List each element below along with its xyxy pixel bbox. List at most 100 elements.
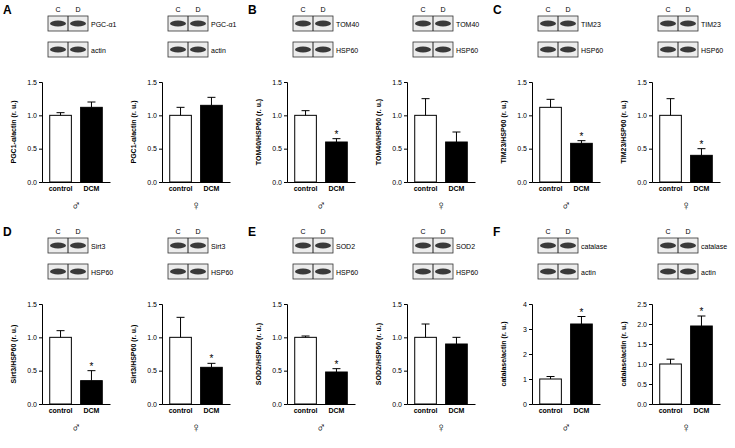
blot-lane-label: D [565,6,570,13]
blot-divider [68,16,69,31]
y-axis-title: catalase/actin (r. u.) [500,322,508,387]
y-tick-mark [649,304,652,305]
y-tick-mark [404,371,407,372]
error-bar-cap [177,107,185,108]
blot-protein-label: TIM23 [701,21,721,28]
bar [691,326,713,404]
bar [201,105,223,182]
y-tick-label: 4 [523,301,527,308]
bar [571,143,593,182]
blot-band [50,21,66,27]
y-tick-label: 1.5 [272,79,282,86]
y-tick: 1.5 [27,79,42,86]
y-tick: 0.5 [517,145,532,152]
blot-divider [558,16,559,31]
y-axis-title: catalase/actin (r. u.) [620,322,628,387]
blot-band [415,21,431,27]
y-tick: 0.5 [392,145,407,152]
y-axis-line [39,83,43,183]
error-bar-cap [207,97,215,98]
y-axis-line [159,305,163,405]
blot-lane-label: C [665,228,670,235]
y-tick-label: 0.5 [27,367,37,374]
error-bar-cap [57,112,65,113]
y-tick-mark [529,404,532,405]
y-tick: 2 [523,351,532,358]
x-tick: DCM [573,182,589,192]
x-tick-label: control [659,407,683,414]
bar [540,379,562,404]
y-axis: 0.00.51.01.52.02.5 [637,301,652,408]
y-tick-label: 0.5 [392,367,402,374]
blot-frame [413,16,453,31]
blot-frame [538,42,578,57]
x-axis-title: ♂ [316,198,326,213]
chart: FCDcatalaseactin01234controlDCMcatalase/… [493,225,607,435]
blot-band [295,21,311,27]
x-tick-label: DCM [573,185,589,192]
y-tick-label: 1.0 [272,112,282,119]
y-tick: 0.0 [637,401,652,408]
blot-band [680,243,696,249]
x-axis-title: ♂ [316,420,326,435]
x-tick: control [414,404,438,414]
error-bar-cap [547,376,555,377]
blot-divider [558,264,559,279]
y-tick: 2.5 [637,301,652,308]
x-axis-title: ♀ [436,198,446,213]
y-tick-label: 2 [523,351,527,358]
blot-frame [293,264,333,279]
y-tick-mark [649,404,652,405]
chart: CDSOD2HSP600.00.51.01.5controlDCMSOD2/HS… [375,228,478,435]
y-tick: 4 [523,301,532,308]
y-tick: 0.5 [392,367,407,374]
x-tick: control [539,182,563,192]
blot-band [190,21,206,27]
y-tick-label: 2.5 [637,301,647,308]
y-tick-mark [284,115,287,116]
y-tick: 0 [523,401,532,408]
significance-star: * [210,353,214,364]
x-axis-title: ♀ [436,420,446,435]
error-bar [87,371,95,381]
y-tick-label: 0.5 [27,145,37,152]
y-tick-label: 1.0 [517,112,527,119]
blot-divider [313,238,314,253]
x-tick-label: DCM [448,185,464,192]
y-tick-label: 0.5 [147,367,157,374]
x-tick: DCM [203,182,219,192]
blot-lane-label: C [175,228,180,235]
blot-band [415,243,431,249]
blot-divider [313,264,314,279]
y-tick-mark [404,404,407,405]
chart: ECDSOD2HSP600.00.51.01.5controlDCMSOD2/H… [248,225,358,435]
plot-area [415,99,468,182]
x-tick-label: control [539,407,563,414]
plot-area [540,99,593,182]
error-bar-stem [425,324,426,337]
x-axis-title: ♀ [191,420,201,435]
y-tick-label: 0.0 [637,401,647,408]
plot-area [50,102,103,182]
y-tick-mark [39,337,42,338]
plot-area [660,99,713,182]
bar [660,115,682,182]
y-tick: 1.0 [272,334,287,341]
y-tick-mark [284,371,287,372]
x-tick: control [49,404,73,414]
y-tick-mark [159,404,162,405]
x-axis: controlDCM [653,182,721,192]
x-tick: control [169,182,193,192]
blot-band [560,47,576,53]
y-tick-label: 1.0 [147,112,157,119]
error-bar-cap [302,110,310,111]
y-axis-title: Sirt3/HSP60 (r. u.) [130,325,138,384]
y-tick: 1.0 [272,112,287,119]
y-tick: 0.0 [147,401,162,408]
y-tick-label: 0.5 [272,367,282,374]
x-tick-label: DCM [203,185,219,192]
blot-lane-label: C [300,228,305,235]
error-bar-cap [547,99,555,100]
y-tick-mark [649,344,652,345]
blot-band [190,47,206,53]
